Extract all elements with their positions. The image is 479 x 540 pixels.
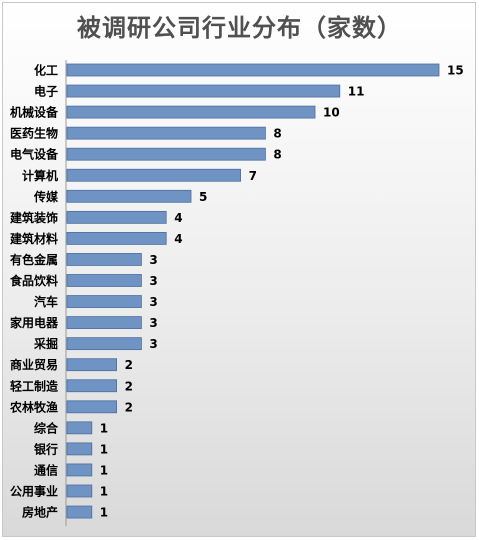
- bar: [66, 442, 93, 456]
- category-label: 采掘: [33, 336, 58, 351]
- data-label: 1: [100, 485, 108, 499]
- category-label: 化工: [34, 63, 58, 78]
- data-label: 3: [149, 316, 157, 330]
- data-label: 7: [249, 169, 257, 183]
- data-label: 8: [273, 127, 281, 141]
- category-label: 食品饮料: [9, 273, 58, 288]
- category-label: 商业贸易: [10, 357, 58, 372]
- category-label: 汽车: [34, 294, 58, 309]
- data-label: 8: [273, 148, 281, 162]
- data-label: 2: [125, 358, 133, 372]
- data-label: 10: [323, 106, 340, 120]
- category-label: 轻工制造: [10, 378, 59, 393]
- data-label: 5: [199, 190, 207, 204]
- bar: [66, 84, 341, 98]
- data-label: 3: [149, 253, 157, 267]
- bar: [66, 210, 167, 224]
- category-label: 家用电器: [10, 315, 59, 330]
- bar: [66, 295, 142, 308]
- category-label: 房地产: [22, 505, 58, 520]
- category-label: 农林牧渔: [9, 399, 58, 414]
- bar: [66, 421, 93, 435]
- bar: [66, 316, 142, 330]
- bar: [66, 274, 142, 287]
- data-label: 4: [174, 232, 182, 246]
- data-label: 4: [174, 211, 182, 225]
- category-label: 建筑装饰: [9, 210, 58, 225]
- bar: [66, 337, 142, 351]
- data-label: 1: [100, 421, 108, 435]
- bar: [66, 484, 93, 498]
- category-label: 计算机: [22, 168, 58, 183]
- category-label: 建筑材料: [9, 231, 58, 246]
- category-label: 银行: [34, 441, 58, 456]
- data-label: 15: [447, 64, 464, 78]
- bar: [66, 358, 117, 372]
- data-label: 2: [125, 379, 133, 393]
- chart-title: 被调研公司行业分布（家数）: [77, 14, 402, 42]
- bar: [66, 126, 266, 140]
- bar: [66, 379, 117, 393]
- category-label: 电子: [34, 84, 58, 99]
- category-label: 医药生物: [10, 126, 58, 141]
- bar: [66, 189, 192, 203]
- category-label: 公用事业: [10, 484, 58, 499]
- bar: [66, 147, 266, 161]
- data-label: 3: [149, 295, 157, 309]
- bar: [66, 63, 440, 77]
- category-label: 传媒: [33, 189, 59, 204]
- data-label: 3: [149, 274, 157, 288]
- bar: [66, 168, 242, 182]
- category-label: 通信: [34, 462, 58, 477]
- data-label: 1: [100, 463, 108, 477]
- bar: [66, 231, 167, 245]
- bar: [66, 105, 316, 119]
- category-label: 机械设备: [10, 105, 59, 120]
- bar: [66, 400, 117, 414]
- data-label: 1: [100, 442, 108, 456]
- category-label: 有色金属: [10, 252, 58, 267]
- data-label: 2: [125, 400, 133, 414]
- data-label: 3: [149, 337, 157, 351]
- data-label: 1: [100, 506, 108, 520]
- category-label: 电气设备: [10, 147, 59, 162]
- category-label: 综合: [34, 420, 59, 435]
- data-label: 11: [348, 85, 365, 99]
- bar: [66, 463, 93, 477]
- bar: [66, 505, 93, 519]
- bar: [66, 253, 142, 266]
